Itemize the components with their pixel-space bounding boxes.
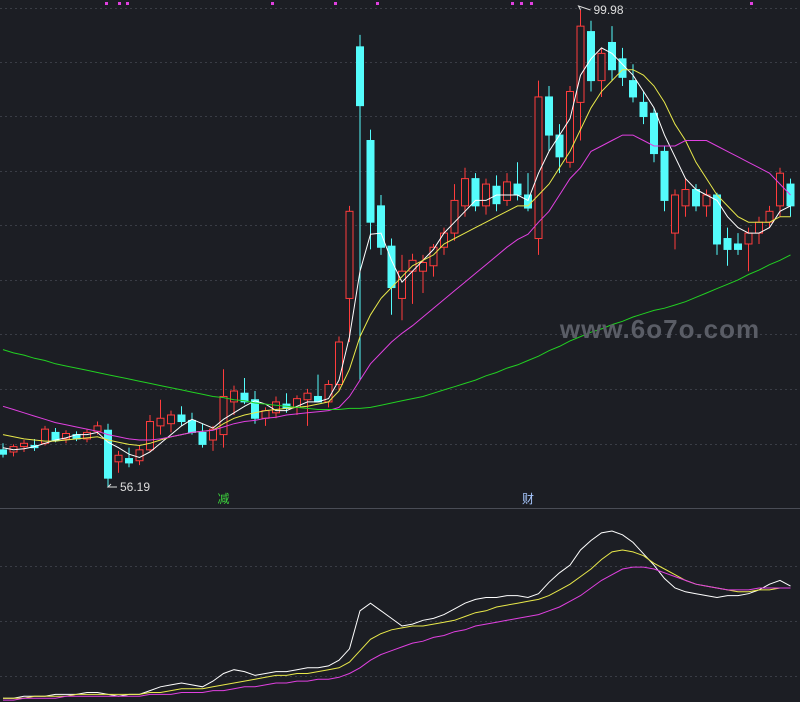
line-series <box>3 549 791 699</box>
line-series <box>2 69 791 447</box>
candle-body <box>398 270 406 299</box>
candle-body <box>387 245 396 289</box>
candle-body <box>167 414 175 425</box>
candle-body <box>20 442 28 448</box>
candle-body <box>230 390 238 403</box>
line-series <box>3 530 791 699</box>
candle-body <box>146 421 154 451</box>
candle-body <box>345 210 354 299</box>
watermark: www.6o7o.com <box>559 314 760 344</box>
candle-body <box>587 31 595 82</box>
candle-body <box>471 178 480 207</box>
x-marker-label: 财 <box>522 492 534 506</box>
leader-line <box>577 5 591 11</box>
candle-body <box>660 150 669 201</box>
candle-body <box>629 80 637 98</box>
high-label: 99.98 <box>594 3 624 17</box>
candle-body <box>440 232 448 248</box>
line-series <box>2 254 791 410</box>
candle-body <box>251 399 259 419</box>
candle-body <box>524 194 532 209</box>
candle-body <box>219 395 228 436</box>
candle-body <box>503 181 511 201</box>
candle-body <box>608 41 616 71</box>
candle-body <box>450 199 459 234</box>
top-markers <box>105 2 753 5</box>
candle-body <box>198 431 207 445</box>
candle-body <box>62 432 70 440</box>
candle-body <box>377 205 385 248</box>
candle-body <box>671 194 679 234</box>
low-label: 56.19 <box>120 480 150 494</box>
candle-body <box>419 261 427 272</box>
candle-body <box>51 431 60 441</box>
candle-body <box>209 428 217 441</box>
candle-body <box>366 140 375 223</box>
line-series <box>2 47 791 459</box>
candle-body <box>114 454 123 463</box>
candle-body <box>272 401 280 414</box>
candle-body <box>744 232 753 245</box>
candle-body <box>650 112 658 155</box>
candle-body <box>545 96 553 136</box>
candle-body <box>135 449 144 462</box>
candle-body <box>303 392 312 401</box>
candle-body <box>681 189 690 207</box>
leader-line <box>106 483 117 488</box>
x-marker-label: 减 <box>217 492 229 506</box>
line-series <box>2 134 791 441</box>
candle-body <box>566 90 574 163</box>
candle-body <box>776 172 784 207</box>
candle-body <box>335 341 343 385</box>
candle-body <box>261 410 270 419</box>
candle-body <box>356 46 364 107</box>
candle-body <box>639 101 648 118</box>
candle-body <box>713 194 721 245</box>
candle-body <box>576 25 585 103</box>
candle-body <box>723 238 732 250</box>
candle-body <box>83 431 91 440</box>
line-series <box>3 566 791 701</box>
candle-body <box>461 178 469 207</box>
candle-body <box>482 183 490 207</box>
candle-body <box>0 449 7 455</box>
candle-body <box>104 429 112 479</box>
candle-body <box>177 414 186 423</box>
candle-body <box>692 189 700 207</box>
candle-body <box>125 458 133 464</box>
candle-body <box>734 243 742 250</box>
candle-body <box>513 183 522 196</box>
candle-body <box>188 419 196 433</box>
candle-body <box>597 52 606 82</box>
candle-body <box>240 392 249 403</box>
candle-body <box>534 96 543 240</box>
candle-body <box>156 417 165 427</box>
